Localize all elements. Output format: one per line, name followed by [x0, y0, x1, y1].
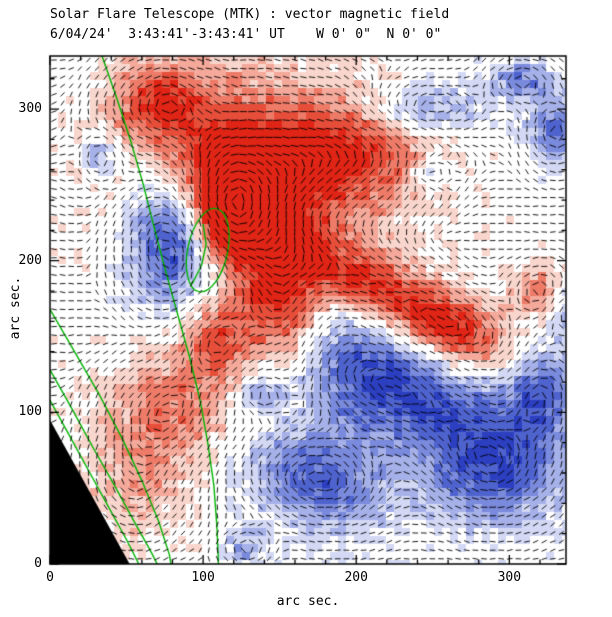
- y-tick-label: 100: [18, 404, 42, 420]
- y-tick-label: 0: [34, 556, 42, 571]
- x-tick-label: 300: [497, 570, 522, 585]
- chart-title: Solar Flare Telescope (MTK) : vector mag…: [50, 7, 450, 22]
- y-tick-label: 300: [18, 101, 42, 117]
- x-tick-label: 100: [191, 570, 215, 585]
- x-tick-label: 200: [344, 570, 368, 585]
- chart-subtitle: 6/04/24' 3:43:41'-3:43:41' UT W 0' 0" N …: [50, 27, 442, 42]
- y-tick-label: 200: [18, 252, 42, 268]
- x-axis-label: arc sec.: [276, 594, 340, 609]
- x-tick-label: 0: [46, 570, 54, 585]
- y-axis-label: arc sec.: [8, 276, 23, 340]
